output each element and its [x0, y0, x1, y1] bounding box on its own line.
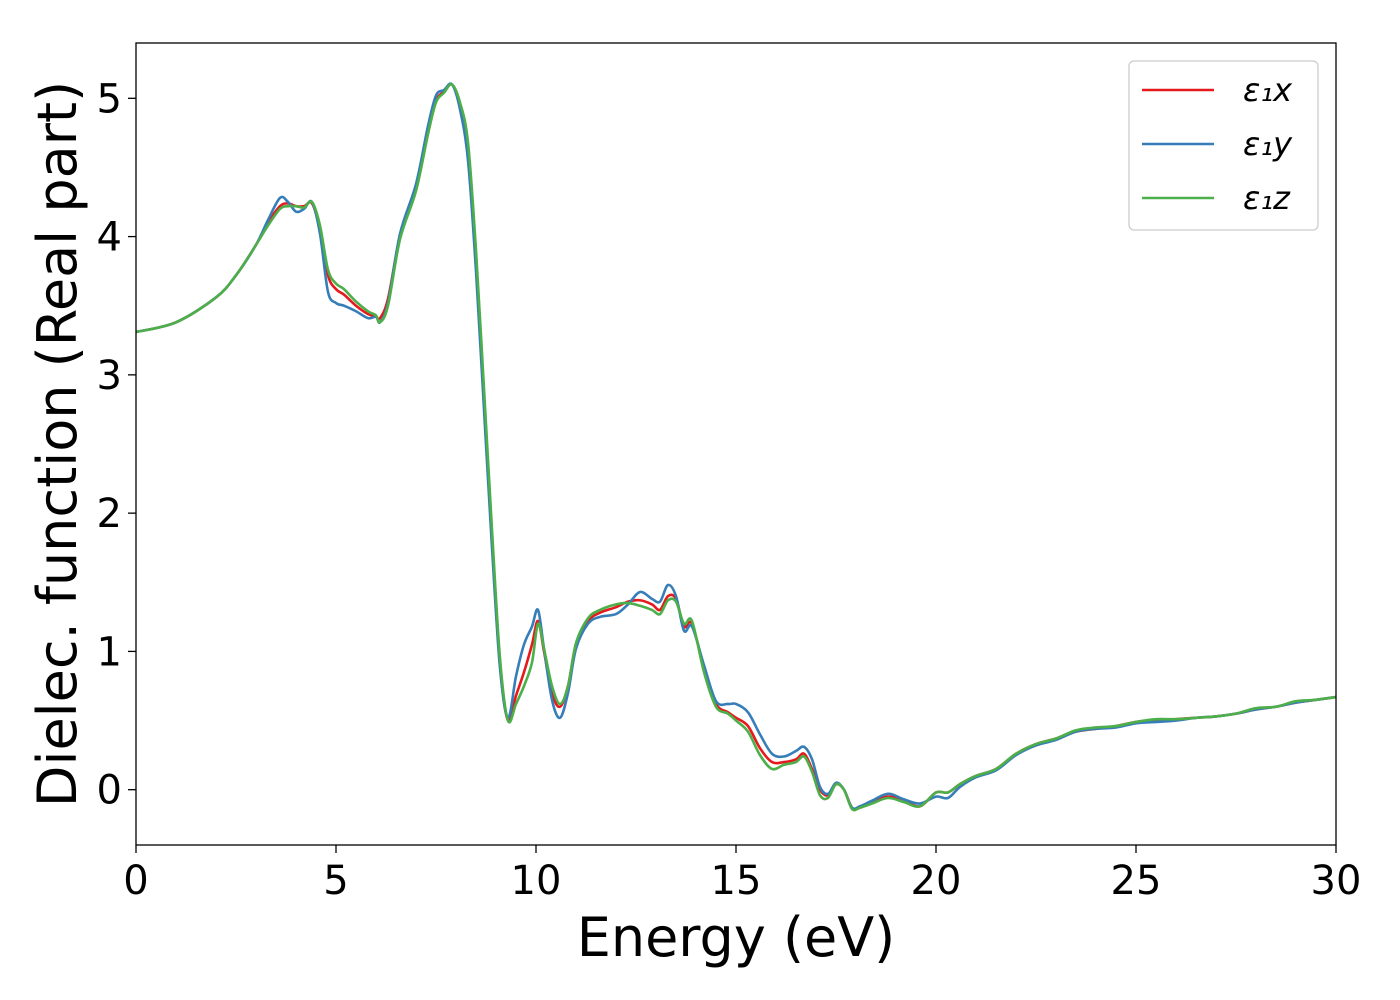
legend-frame [1128, 60, 1319, 231]
x-tick-label: 5 [323, 858, 348, 904]
x-tick-label: 25 [1111, 858, 1162, 904]
series-layer [136, 82, 1336, 812]
y-tick-label: 5 [97, 76, 122, 122]
x-tick-label: 10 [511, 858, 562, 904]
y-tick-label: 0 [97, 768, 122, 814]
y-tick-label: 4 [97, 215, 122, 261]
legend-label-2: ε₁y [1243, 125, 1293, 163]
y-tick-label: 1 [97, 629, 122, 675]
y-tick-label: 3 [97, 353, 122, 399]
legend: ε₁x ε₁y ε₁z [1128, 60, 1319, 231]
legend-label-1: ε₁x [1243, 71, 1293, 109]
legend-label-3: ε₁z [1243, 179, 1291, 217]
x-tick-label: 20 [911, 858, 962, 904]
y-axis-label: Dielec. function (Real part) [26, 81, 89, 807]
x-axis: 0 5 10 15 20 25 30 [123, 845, 1361, 904]
x-tick-label: 15 [711, 858, 762, 904]
y-tick-label: 2 [97, 491, 122, 537]
x-axis-label: Energy (eV) [577, 906, 896, 969]
x-tick-label: 30 [1311, 858, 1362, 904]
x-tick-label: 0 [123, 858, 148, 904]
y-axis: 0 1 2 3 4 5 [97, 76, 136, 814]
series-line-3 [136, 82, 1336, 812]
